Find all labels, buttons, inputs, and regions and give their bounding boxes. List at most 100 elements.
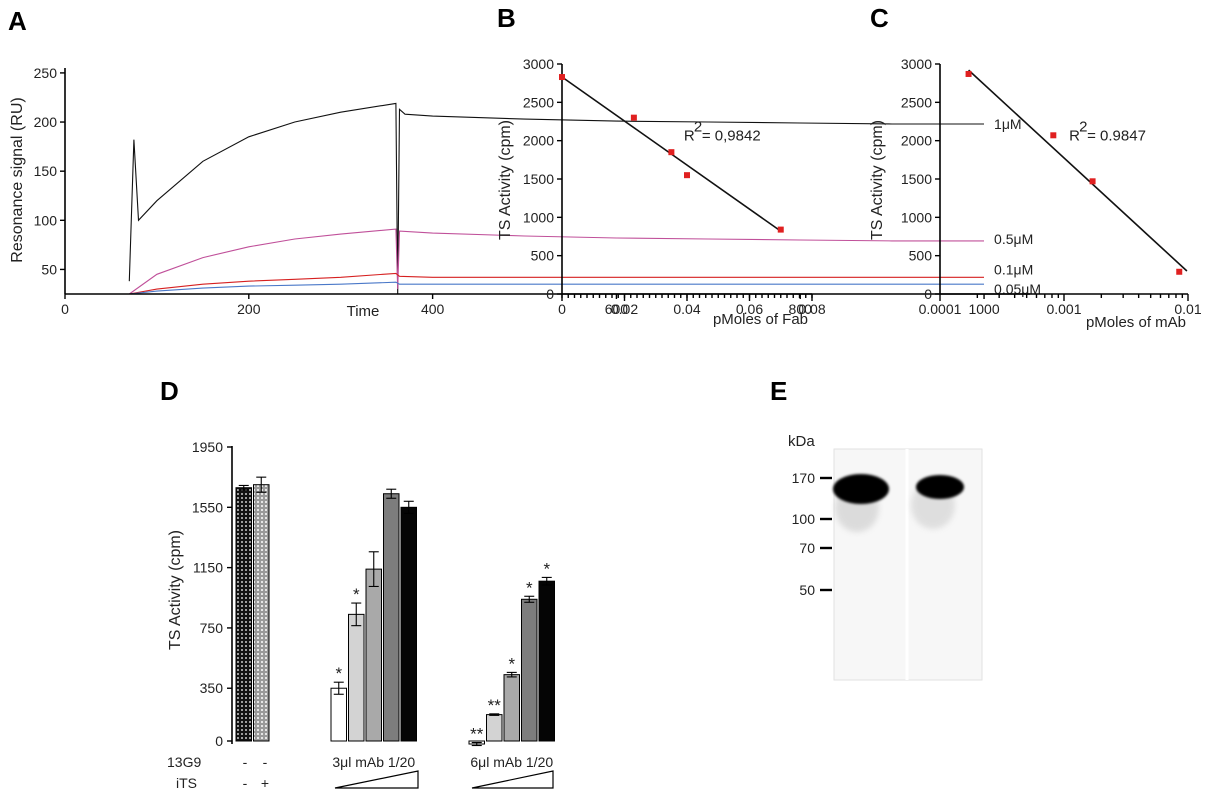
chart-a-y-tick-label: 200 [34,114,58,130]
chart-d-bar [330,687,347,742]
chart-a-x-tick-label: 1000 [968,301,999,317]
chart-b-y-tick-label: 1000 [523,209,554,225]
chart-a-y-tick-label: 150 [34,163,58,179]
chart-d-significance-star: ** [470,725,484,744]
chart-c-r2-value: = 0.9847 [1087,128,1146,145]
chart-a-x-tick-label: 600 [605,301,629,317]
chart-b-x-tick-label: 0 [558,301,566,317]
blot-band-lane2 [916,475,964,499]
chart-c-y-tick-label: 0 [924,286,932,302]
chart-b-y-tick-label: 0 [546,286,554,302]
chart-c-y-label: TS Activity (cpm) [869,120,886,240]
blot-e: kDa 170 100 70 50 [788,433,983,681]
chart-a-y-tick-label: 250 [34,65,58,81]
chart-a-x-tick-label: 200 [237,301,261,317]
chart-b-x-tick-label: 0.02 [611,301,638,317]
panel-letter-b: B [497,3,516,33]
chart-a-series-label: 0.5μM [994,231,1033,247]
chart-b-data-point [559,74,565,81]
chart-b-data-point [630,114,637,121]
chart-a-x-tick-label: 400 [421,301,445,317]
chart-b-x-tick-label: 0.08 [798,301,825,317]
chart-a-series-label: 1μM [994,116,1022,132]
chart-b-data-point [668,149,675,156]
chart-a-series-label: 0.1μM [994,261,1033,277]
chart-d-bar [400,506,417,742]
chart-b-x-tick-label: 0.06 [736,301,763,317]
chart-b-x-label: pMoles of Fab [713,311,808,328]
chart-d-row-value: - [243,754,248,770]
chart-d-bar [365,568,382,742]
chart-a-y-tick-label: 50 [41,261,57,277]
chart-a-series-line [128,102,984,295]
chart-d-group-label: 6μl mAb 1/20 [470,754,553,770]
chart-d-bar [383,493,400,742]
chart-d-significance-star: * [508,654,515,673]
chart-d-significance-star: * [543,559,550,578]
panel-letter-e: E [770,376,787,406]
chart-b-r2-sup: 2 [694,119,702,136]
blot-marker-label: 100 [792,511,816,527]
chart-b-data-point [684,172,690,179]
chart-b-r2-base: R [684,128,695,145]
chart-a-y-tick-label: 100 [34,212,58,228]
chart-d-bar [253,484,270,742]
chart-c-data-point [1089,178,1096,185]
chart-d-row-value: - [263,754,268,770]
chart-c-r2-base: R [1069,128,1080,145]
chart-d-y-tick-label: 1150 [193,560,223,576]
chart-d-significance-star: ** [488,696,502,715]
chart-c-y-tick-label: 500 [909,248,933,264]
chart-c-y-tick-label: 2500 [901,94,932,110]
chart-b-x-tick-label: 0.04 [673,301,700,317]
chart-a-y-label: Resonance signal (RU) [9,97,26,262]
chart-d-row-value: + [261,775,269,791]
chart-c-r2-sup: 2 [1079,119,1087,136]
chart-c-y-tick-label: 1500 [901,171,932,187]
chart-a-series-line [129,272,984,295]
chart-c-x-tick-label: 0.001 [1046,301,1081,317]
chart-d-significance-star: * [335,664,342,683]
chart-a-series-line [128,228,984,295]
blot-marker-label: 170 [792,470,816,486]
chart-d-gradient-triangle-6ul [471,770,554,789]
chart-d-row-label: 13G9 [167,754,201,770]
chart-d-bar [235,487,252,742]
chart-d-significance-star: * [353,585,360,604]
chart-c-x-tick-label: 0.01 [1174,301,1201,317]
chart-d-row-label: iTS [176,775,197,791]
chart-c-y-tick-label: 1000 [901,209,932,225]
chart-d-row-value: - [243,775,248,791]
chart-a-x-tick-label: 800 [789,301,813,317]
panel-letter-d: D [160,376,179,406]
chart-a-x-tick-label: 0 [61,301,69,317]
chart-d-group-label: 3μl mAb 1/20 [332,754,415,770]
chart-c-fit-line [968,69,1188,272]
chart-d-bar [521,598,538,742]
chart-a-series-line [129,281,984,295]
chart-c-data-point [1050,132,1057,139]
panel-letter-a: A [8,6,27,36]
blot-marker-label: 50 [799,582,815,598]
chart-b-y-tick-label: 1500 [523,171,554,187]
chart-b-y-tick-label: 3000 [523,56,554,72]
blot-unit-label: kDa [788,433,815,450]
chart-d-y-tick-label: 1550 [192,499,223,515]
panel-letter-c: C [870,3,889,33]
chart-c-data-point [1176,268,1183,275]
chart-d-y-tick-label: 350 [200,680,224,696]
chart-b-r2-value: = 0,9842 [702,128,761,145]
chart-b-fab: 0 0.02 0.04 0.06 0.08 0 500 1000 1500 2000 2500 30… [497,56,826,328]
chart-d-y-label: TS Activity (cpm) [167,530,184,650]
chart-c-x-label: pMoles of mAb [1086,314,1186,331]
chart-d-bar [503,674,520,742]
chart-d-y-tick-label: 750 [200,620,224,636]
blot-marker-label: 70 [799,540,815,556]
chart-b-y-tick-label: 2000 [523,133,554,149]
chart-c-y-tick-label: 2000 [901,133,932,149]
chart-b-y-label: TS Activity (cpm) [497,120,514,240]
chart-d-y-tick-label: 0 [215,733,223,749]
